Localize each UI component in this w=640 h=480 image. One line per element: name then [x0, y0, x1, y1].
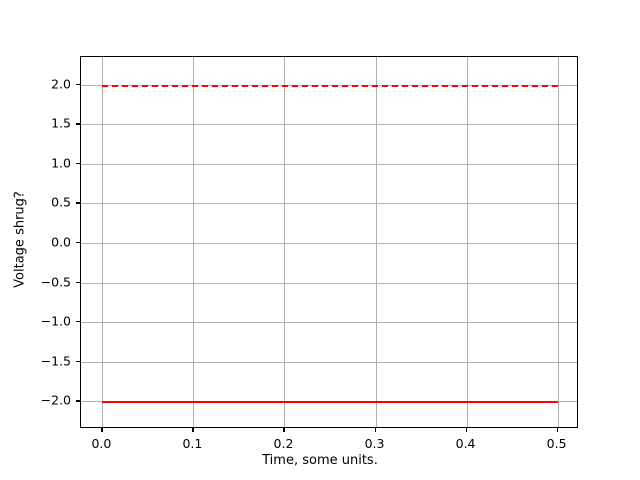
y-tick-label: 0.0 — [51, 234, 71, 250]
y-tick-mark — [76, 242, 80, 244]
y-tick-label: 0.5 — [51, 194, 71, 210]
y-tick-label: −2.0 — [40, 392, 71, 408]
x-tick-mark — [283, 428, 285, 432]
y-tick-label: 1.5 — [51, 115, 71, 131]
gridline-vertical — [284, 57, 286, 427]
x-axis-label: Time, some units. — [262, 453, 378, 468]
gridline-horizontal — [81, 361, 577, 363]
x-tick-mark — [192, 428, 194, 432]
x-tick-label: 0.1 — [182, 436, 203, 451]
x-tick-mark — [101, 428, 103, 432]
data-series-lower — [102, 401, 558, 404]
x-tick-label: 0.3 — [364, 436, 385, 451]
gridline-vertical — [375, 57, 377, 427]
y-tick-mark — [76, 123, 80, 125]
y-tick-label: −1.0 — [40, 313, 71, 329]
x-tick-mark — [465, 428, 467, 432]
y-tick-label: 2.0 — [51, 76, 71, 92]
gridline-vertical — [466, 57, 468, 427]
y-tick-mark — [76, 321, 80, 323]
y-tick-mark — [76, 400, 80, 402]
plot-area — [81, 57, 577, 427]
x-tick-mark — [556, 428, 558, 432]
y-axis-label-wrapper: Voltage shrug? — [0, 0, 30, 480]
gridline-horizontal — [81, 163, 577, 165]
gridline-vertical — [557, 57, 559, 427]
gridline-horizontal — [81, 282, 577, 284]
y-axis-label: Voltage shrug? — [12, 191, 28, 288]
x-tick-label: 0.5 — [546, 436, 567, 451]
y-tick-label: 1.0 — [51, 155, 71, 171]
gridline-horizontal — [81, 124, 577, 126]
y-tick-label: −1.5 — [40, 353, 71, 369]
x-tick-label: 0.0 — [91, 436, 112, 451]
data-series-upper — [102, 84, 558, 87]
x-tick-label: 0.4 — [455, 436, 476, 451]
y-tick-label: −0.5 — [40, 274, 71, 290]
gridline-vertical — [193, 57, 195, 427]
gridline-horizontal — [81, 203, 577, 205]
gridline-horizontal — [81, 322, 577, 324]
gridline-vertical — [102, 57, 104, 427]
y-tick-mark — [76, 281, 80, 283]
gridline-horizontal — [81, 243, 577, 244]
y-tick-mark — [76, 360, 80, 363]
x-tick-mark — [374, 428, 376, 432]
plot-axes — [80, 56, 578, 428]
y-tick-mark — [76, 162, 80, 165]
x-tick-label: 0.2 — [273, 436, 294, 451]
y-tick-mark — [76, 202, 80, 204]
y-tick-mark — [76, 83, 80, 85]
